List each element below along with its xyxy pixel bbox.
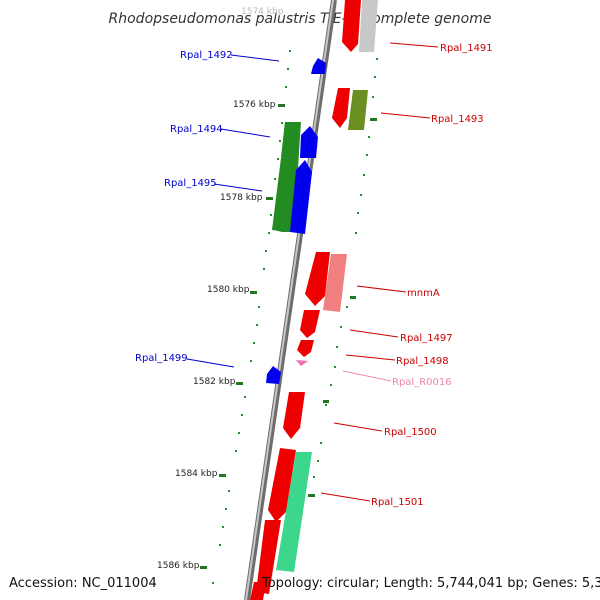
label-rpal-1498[interactable]: Rpal_1498 <box>396 356 449 367</box>
leader-rpal-1491 <box>389 42 439 48</box>
gene-rpal-1492[interactable] <box>311 58 326 74</box>
inner-dot-track <box>313 58 378 478</box>
label-rpal-1492[interactable]: Rpal_1492 <box>180 50 233 61</box>
gene-rpal-1495[interactable] <box>272 158 297 232</box>
kbp-label-1576: 1576 kbp <box>233 100 276 110</box>
leader-rpal-1494 <box>220 128 271 138</box>
label-rpal-1501[interactable]: Rpal_1501 <box>371 497 424 508</box>
leader-rpal-1500 <box>333 422 383 432</box>
label-rpal-1499[interactable]: Rpal_1499 <box>135 353 188 364</box>
label-rpal-1493[interactable]: Rpal_1493 <box>431 114 484 125</box>
gene-rpal-r0016[interactable] <box>296 360 308 366</box>
label-rpal-1500[interactable]: Rpal_1500 <box>384 427 437 438</box>
gene-rpal-1497[interactable] <box>300 310 320 338</box>
kbp-label-1580: 1580 kbp <box>207 285 250 295</box>
outer-dot-track <box>212 50 291 584</box>
leader-rpal-1495 <box>213 183 263 192</box>
gene-red-2[interactable] <box>332 88 350 128</box>
leader-rpal-1492 <box>230 54 280 62</box>
gene-rpal-1493[interactable] <box>348 90 368 130</box>
gene-rpal-1499[interactable] <box>266 366 281 384</box>
kbp-label-1578: 1578 kbp <box>220 193 263 203</box>
gene-rpal-1498[interactable] <box>297 340 314 357</box>
gene-rpal-1491-red[interactable] <box>342 0 361 52</box>
leader-mnmA <box>356 285 407 293</box>
leader-rpal-1498 <box>345 354 396 361</box>
gene-red-6[interactable] <box>250 582 266 600</box>
label-rpal-r0016[interactable]: Rpal_R0016 <box>392 377 452 388</box>
label-rpal-1495[interactable]: Rpal_1495 <box>164 178 217 189</box>
gene-rpal-1501[interactable] <box>276 452 312 572</box>
accession-text: Accession: NC_011004 <box>9 576 157 591</box>
label-rpal-1494[interactable]: Rpal_1494 <box>170 124 223 135</box>
gene-blue-1[interactable] <box>300 126 318 158</box>
gene-rpal-1491[interactable] <box>359 0 378 52</box>
gene-red-4[interactable] <box>268 448 296 522</box>
label-rpal-1491[interactable]: Rpal_1491 <box>440 43 493 54</box>
kbp-label-1582: 1582 kbp <box>193 377 236 387</box>
kbp-label-1584: 1584 kbp <box>175 469 218 479</box>
genome-title: Rhodopseudomonas palustris TIE-1, comple… <box>109 11 492 27</box>
leader-rpal-1497 <box>349 329 399 338</box>
label-mnmA[interactable]: mnmA <box>407 288 440 299</box>
leader-rpal-1501 <box>320 492 371 502</box>
gene-rpal-1494[interactable] <box>281 122 300 157</box>
leader-rpal-r0016 <box>342 370 392 382</box>
gene-rpal-1500[interactable] <box>283 392 305 439</box>
label-rpal-1497[interactable]: Rpal_1497 <box>400 333 453 344</box>
genome-summary-text: Topology: circular; Length: 5,744,041 bp… <box>261 576 600 591</box>
backbone-highlight <box>245 0 334 600</box>
gene-mnmA[interactable] <box>323 254 347 312</box>
kbp-label-1574: 1574 kbp <box>241 7 284 17</box>
gene-blue-2[interactable] <box>290 160 312 234</box>
kbp-ticks <box>200 104 377 569</box>
gene-red-3[interactable] <box>305 252 330 306</box>
kbp-label-1586: 1586 kbp <box>157 561 200 571</box>
leader-rpal-1493 <box>380 112 431 119</box>
leader-rpal-1499 <box>186 358 235 368</box>
gene-red-5[interactable] <box>256 520 281 594</box>
